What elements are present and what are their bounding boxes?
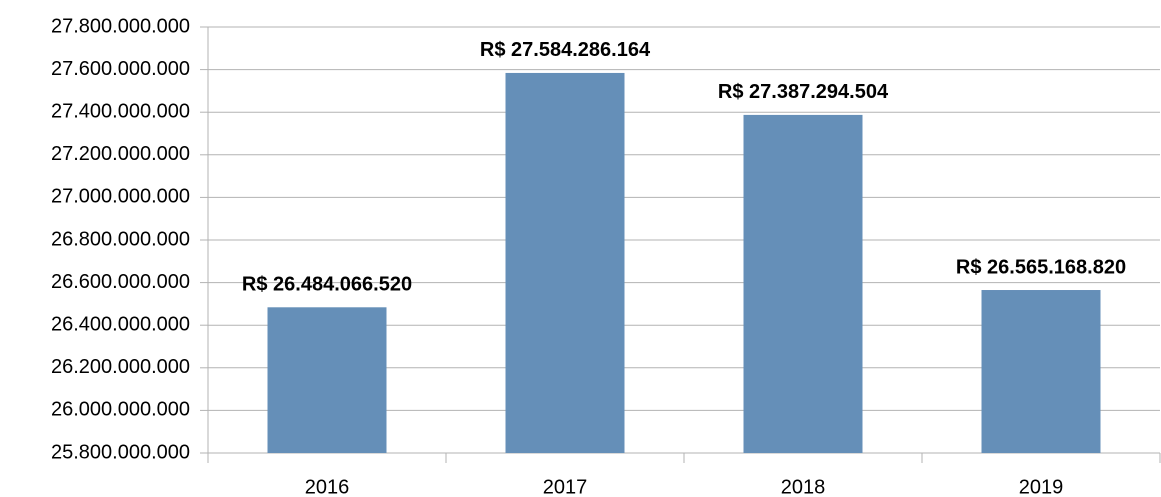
- bar: [981, 290, 1101, 453]
- y-tick-label: 27.200.000.000: [51, 143, 190, 165]
- x-tick-label: 2019: [1019, 476, 1064, 497]
- y-tick-label: 27.800.000.000: [51, 15, 190, 37]
- x-tick-label: 2018: [781, 476, 826, 497]
- value-label: R$ 26.565.168.820: [956, 256, 1126, 278]
- y-tick-label: 27.400.000.000: [51, 100, 190, 122]
- y-tick-label: 26.400.000.000: [51, 313, 190, 335]
- value-label: R$ 27.584.286.164: [480, 39, 651, 61]
- y-tick-label: 27.000.000.000: [51, 186, 190, 208]
- bar: [505, 72, 625, 453]
- y-tick-label: 26.000.000.000: [51, 399, 190, 421]
- y-tick-label: 27.600.000.000: [51, 58, 190, 80]
- x-tick-label: 2016: [305, 476, 350, 497]
- y-tick-label: 25.800.000.000: [51, 441, 190, 463]
- y-tick-label: 26.200.000.000: [51, 356, 190, 378]
- x-tick-label: 2017: [543, 476, 588, 497]
- bar: [743, 114, 863, 453]
- y-tick-label: 26.600.000.000: [51, 271, 190, 293]
- bar: [267, 307, 387, 453]
- y-tick-label: 26.800.000.000: [51, 228, 190, 250]
- value-label: R$ 27.387.294.504: [718, 81, 889, 103]
- value-label: R$ 26.484.066.520: [242, 274, 412, 296]
